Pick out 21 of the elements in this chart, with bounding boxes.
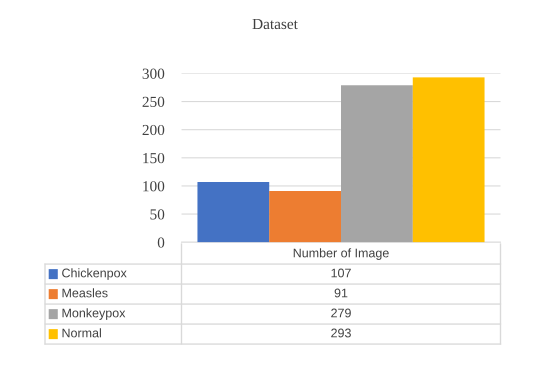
x-tick-label: Number of Image [294, 248, 389, 260]
y-tick-label: 300 [142, 68, 164, 79]
text: 107 [332, 268, 351, 278]
text: 91 [334, 288, 348, 298]
y-tick-label: 100 [143, 181, 164, 192]
chart-title: Dataset [252, 18, 298, 30]
y-tick-label: 150 [143, 152, 164, 164]
bar [269, 191, 341, 242]
legend-label: Chickenpox [62, 268, 127, 280]
y-tick-label: 200 [142, 124, 164, 136]
bar [341, 85, 413, 242]
legend-label: Measles [62, 288, 108, 298]
text: 279 [331, 308, 351, 318]
text: 293 [331, 328, 351, 338]
y-tick-label: 50 [150, 209, 164, 220]
legend-label: Normal [62, 328, 101, 338]
bar [197, 182, 270, 242]
bar [412, 77, 485, 242]
y-tick-label: 0 [158, 237, 164, 248]
y-tick-label: 250 [142, 96, 164, 107]
legend-label: Monkeypox [62, 308, 126, 320]
